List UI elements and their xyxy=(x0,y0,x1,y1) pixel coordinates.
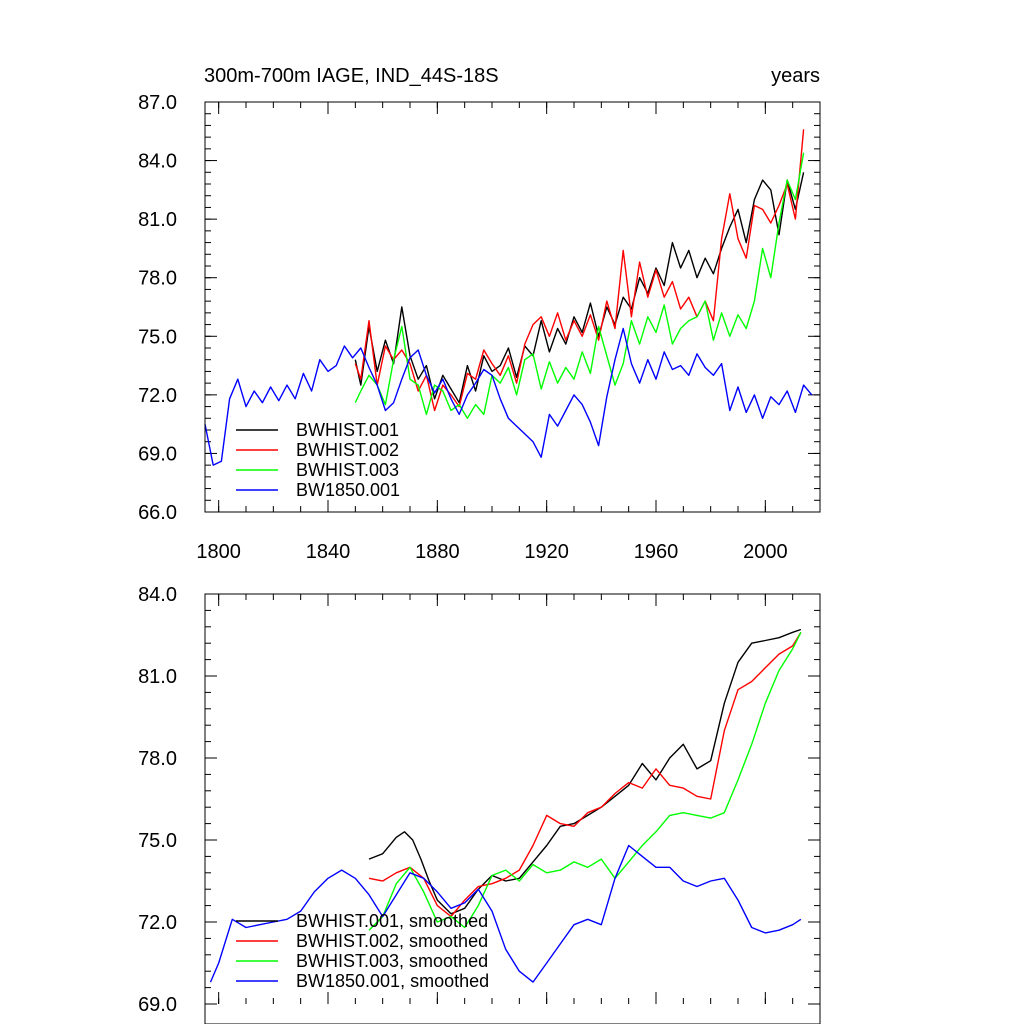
y-tick-label: 87.0 xyxy=(138,92,177,114)
series-line-4 xyxy=(209,844,802,983)
legend-label: BWHIST.002 xyxy=(296,440,399,460)
legend-label: BWHIST.001, smoothed xyxy=(296,911,488,931)
series-line-1 xyxy=(354,172,805,404)
x-tick-label: 1920 xyxy=(524,541,569,563)
y-tick-label: 81.0 xyxy=(138,666,177,688)
bottom-plot-frame xyxy=(204,593,821,1024)
panel-bottom: 69.0 72.0 75.0 78.0 81.0 84.0 BWHIST.001, smo… xyxy=(138,584,821,1024)
legend-label: BW1850.001 xyxy=(296,480,400,500)
top-series-group xyxy=(204,129,813,466)
x-tick-label: 1800 xyxy=(196,541,241,563)
x-tick-label: 1840 xyxy=(306,541,351,563)
legend-label: BWHIST.002, smoothed xyxy=(296,931,488,951)
legend-label: BWHIST.001 xyxy=(296,420,399,440)
units-label: years xyxy=(771,65,820,87)
chart-title: 300m-700m IAGE, IND_44S-18S xyxy=(204,65,499,87)
y-tick-label: 75.0 xyxy=(138,326,177,348)
panel-top: 300m-700m IAGE, IND_44S-18S years 66.0 69… xyxy=(138,65,821,563)
y-tick-label: 78.0 xyxy=(138,268,177,290)
series-line-1 xyxy=(368,628,802,915)
series-line-4 xyxy=(204,327,813,466)
bottom-series-group xyxy=(209,628,802,983)
x-tick-label: 1960 xyxy=(634,541,679,563)
y-tick-label: 66.0 xyxy=(138,502,177,524)
legend-label: BWHIST.003, smoothed xyxy=(296,951,488,971)
y-tick-label: 84.0 xyxy=(138,584,177,606)
y-tick-label: 72.0 xyxy=(138,912,177,934)
y-tick-label: 81.0 xyxy=(138,209,177,231)
top-plot-frame xyxy=(204,101,821,513)
series-line-2 xyxy=(368,631,802,918)
x-tick-label: 2000 xyxy=(743,541,788,563)
top-gridticks: 66.0 69.0 72.0 75.0 78.0 81.0 84.0 87.0 1800 1840… xyxy=(138,92,821,563)
series-line-3 xyxy=(368,631,802,931)
legend-label: BW1850.001, smoothed xyxy=(296,971,489,991)
legend-label: BWHIST.003 xyxy=(296,460,399,480)
y-tick-label: 84.0 xyxy=(138,151,177,173)
y-tick-label: 69.0 xyxy=(138,443,177,465)
series-line-2 xyxy=(354,129,805,412)
y-tick-label: 78.0 xyxy=(138,748,177,770)
y-tick-label: 75.0 xyxy=(138,830,177,852)
y-tick-label: 72.0 xyxy=(138,385,177,407)
series-line-3 xyxy=(354,152,805,419)
y-tick-label: 69.0 xyxy=(138,994,177,1016)
bottom-gridticks: 69.0 72.0 75.0 78.0 81.0 84.0 xyxy=(138,584,821,1016)
x-tick-label: 1880 xyxy=(415,541,460,563)
